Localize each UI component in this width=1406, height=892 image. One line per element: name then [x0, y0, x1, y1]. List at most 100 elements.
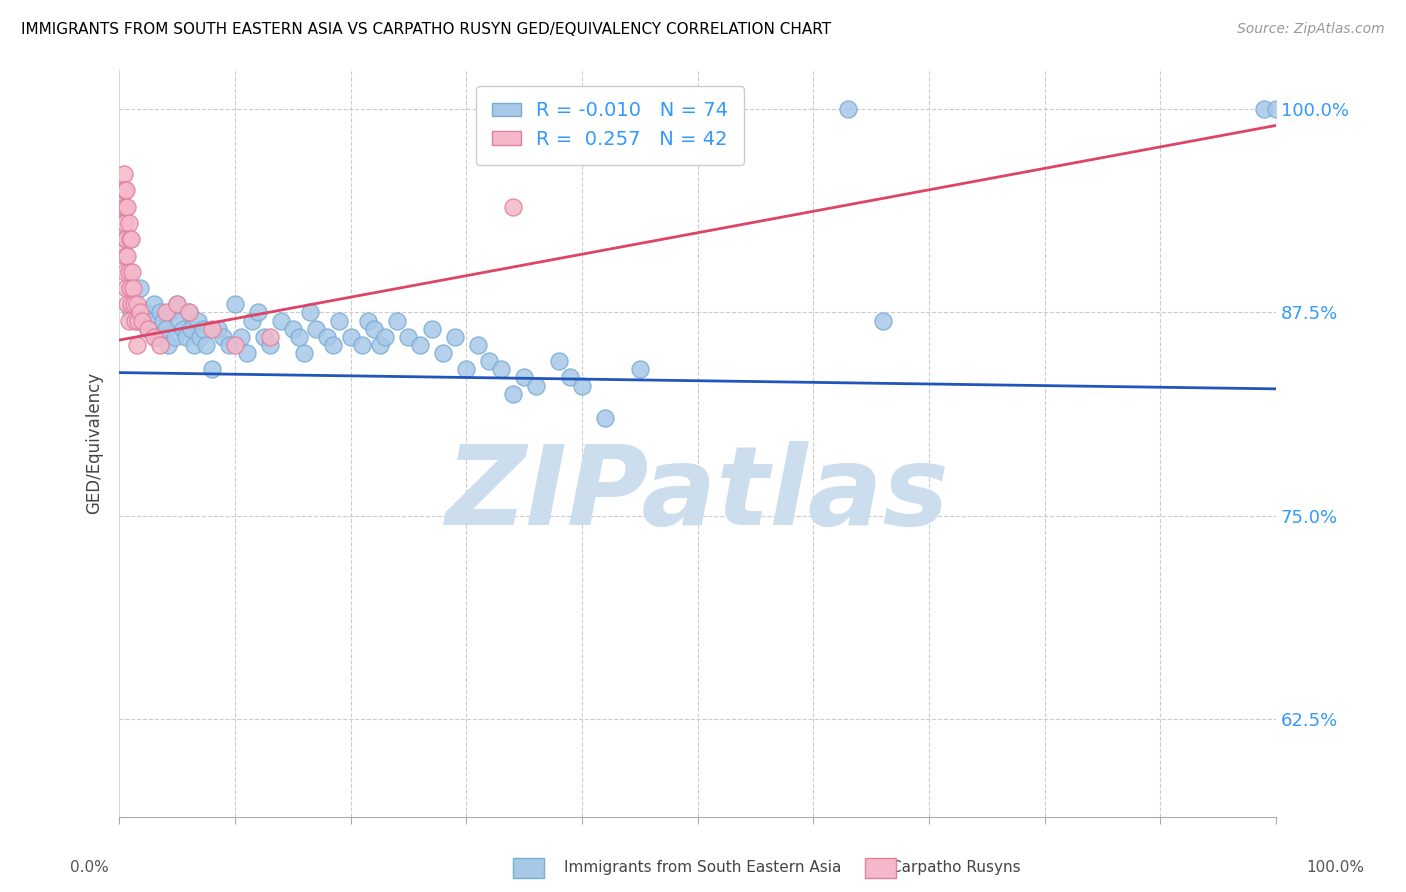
- Point: [117, 313, 139, 327]
- Point: [299, 305, 322, 319]
- Point: [129, 281, 152, 295]
- Point: [322, 338, 344, 352]
- Point: [292, 346, 315, 360]
- Point: [114, 248, 136, 262]
- Point: [281, 321, 304, 335]
- Point: [149, 305, 172, 319]
- Point: [166, 297, 188, 311]
- Point: [114, 216, 136, 230]
- Point: [112, 216, 135, 230]
- Point: [513, 370, 536, 384]
- Point: [112, 184, 135, 198]
- Point: [114, 184, 136, 198]
- Point: [339, 330, 361, 344]
- Point: [131, 313, 153, 327]
- Point: [385, 313, 408, 327]
- Point: [141, 313, 163, 327]
- Point: [432, 346, 454, 360]
- Point: [409, 338, 432, 352]
- Text: 100.0%: 100.0%: [1306, 860, 1364, 874]
- Point: [166, 297, 188, 311]
- Text: IMMIGRANTS FROM SOUTH EASTERN ASIA VS CARPATHO RUSYN GED/EQUIVALENCY CORRELATION: IMMIGRANTS FROM SOUTH EASTERN ASIA VS CA…: [21, 22, 831, 37]
- Point: [112, 167, 135, 181]
- Point: [122, 297, 145, 311]
- Point: [502, 386, 524, 401]
- Point: [134, 305, 156, 319]
- Point: [145, 330, 167, 344]
- Point: [117, 265, 139, 279]
- Point: [456, 362, 478, 376]
- Point: [114, 265, 136, 279]
- Point: [122, 281, 145, 295]
- Text: Source: ZipAtlas.com: Source: ZipAtlas.com: [1237, 22, 1385, 37]
- Point: [169, 313, 191, 327]
- Point: [287, 330, 309, 344]
- Point: [172, 321, 194, 335]
- Point: [136, 321, 159, 335]
- Point: [112, 200, 135, 214]
- Point: [149, 338, 172, 352]
- Point: [478, 354, 501, 368]
- Point: [259, 338, 281, 352]
- Point: [1265, 102, 1288, 116]
- Point: [117, 200, 139, 214]
- Point: [467, 338, 489, 352]
- Point: [305, 321, 328, 335]
- Point: [187, 313, 209, 327]
- Text: Carpatho Rusyns: Carpatho Rusyns: [891, 860, 1021, 874]
- Point: [124, 297, 146, 311]
- Point: [524, 378, 547, 392]
- Point: [837, 102, 859, 116]
- Point: [114, 232, 136, 246]
- Point: [118, 281, 141, 295]
- Point: [124, 313, 146, 327]
- Y-axis label: GED/Equivalency: GED/Equivalency: [86, 371, 103, 514]
- Point: [224, 297, 246, 311]
- Point: [183, 338, 205, 352]
- Point: [117, 216, 139, 230]
- Point: [571, 378, 593, 392]
- Point: [398, 330, 420, 344]
- Point: [316, 330, 339, 344]
- Point: [357, 313, 380, 327]
- Point: [443, 330, 465, 344]
- Point: [502, 200, 524, 214]
- Point: [163, 330, 186, 344]
- Point: [118, 232, 141, 246]
- Point: [120, 297, 142, 311]
- Point: [125, 297, 148, 311]
- Point: [127, 313, 149, 327]
- Point: [628, 362, 651, 376]
- Point: [224, 338, 246, 352]
- Point: [177, 305, 200, 319]
- Point: [125, 338, 148, 352]
- Point: [136, 321, 159, 335]
- Point: [114, 200, 136, 214]
- Point: [160, 305, 183, 319]
- Point: [247, 305, 270, 319]
- Point: [177, 305, 200, 319]
- Point: [155, 305, 177, 319]
- Point: [593, 411, 616, 425]
- Point: [253, 330, 276, 344]
- Point: [191, 321, 214, 335]
- Point: [143, 297, 166, 311]
- Point: [259, 330, 281, 344]
- Point: [270, 313, 292, 327]
- Text: 0.0%: 0.0%: [70, 860, 110, 874]
- Point: [560, 370, 582, 384]
- Point: [207, 321, 229, 335]
- Point: [117, 248, 139, 262]
- Legend: R = -0.010   N = 74, R =  0.257   N = 42: R = -0.010 N = 74, R = 0.257 N = 42: [477, 86, 744, 164]
- Point: [420, 321, 443, 335]
- Point: [240, 313, 263, 327]
- Point: [368, 338, 391, 352]
- Point: [115, 281, 138, 295]
- Point: [374, 330, 396, 344]
- Point: [352, 338, 374, 352]
- Point: [155, 321, 177, 335]
- Point: [176, 330, 198, 344]
- Point: [117, 297, 139, 311]
- Point: [129, 305, 152, 319]
- Point: [328, 313, 350, 327]
